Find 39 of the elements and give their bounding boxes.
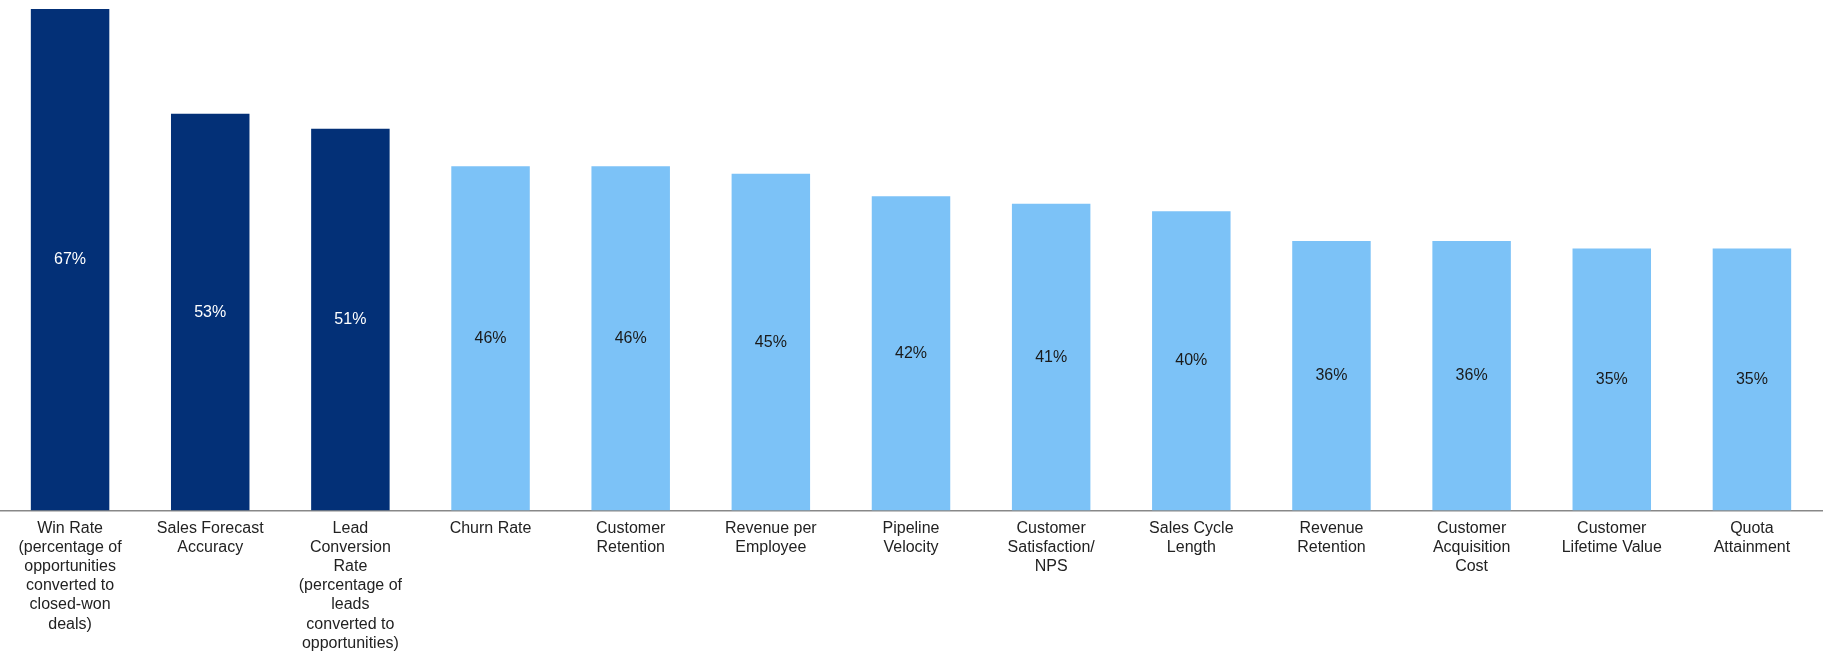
x-tick-label: Customer Lifetime Value bbox=[1561, 518, 1662, 555]
bar bbox=[1011, 203, 1091, 511]
data-label: 36% bbox=[1455, 366, 1488, 384]
bar bbox=[1572, 248, 1652, 511]
bar bbox=[451, 166, 530, 511]
data-label: 46% bbox=[474, 328, 507, 346]
data-label: 35% bbox=[1735, 369, 1768, 387]
bar bbox=[731, 173, 811, 511]
bar bbox=[1152, 211, 1231, 511]
bar bbox=[170, 113, 250, 511]
bar bbox=[1432, 241, 1511, 511]
x-tick-label: Quota Attainment bbox=[1713, 518, 1791, 555]
data-label: 42% bbox=[894, 343, 928, 361]
x-tick-label: Customer Retention bbox=[596, 518, 667, 555]
data-label: 46% bbox=[614, 328, 647, 346]
data-label: 45% bbox=[754, 332, 787, 350]
x-tick-label: Customer Satisfaction/ NPS bbox=[1007, 518, 1096, 575]
x-tick-label: Revenue per Employee bbox=[725, 518, 818, 555]
x-tick-label: Revenue Retention bbox=[1297, 518, 1366, 555]
x-tick-label: Lead Conversion Rate (percentage of leads converted to opportunities) bbox=[298, 518, 403, 651]
x-tick-label: Pipeline Velocity bbox=[882, 518, 940, 555]
x-tick-label: Sales Cycle Length bbox=[1149, 518, 1234, 555]
data-label: 53% bbox=[194, 302, 227, 320]
bar bbox=[311, 128, 390, 511]
bar bbox=[871, 196, 951, 511]
data-label: 51% bbox=[334, 310, 367, 328]
data-label: 36% bbox=[1315, 366, 1348, 384]
bar bbox=[1712, 248, 1792, 511]
x-tick-label: Win Rate (percentage of opportunities converted to closed-won deals) bbox=[18, 518, 123, 632]
data-label: 40% bbox=[1175, 351, 1208, 369]
x-tick-label: Customer Acquisition Cost bbox=[1432, 518, 1511, 575]
x-tick-label: Churn Rate bbox=[449, 518, 532, 536]
x-tick-label: Sales Forecast Accuracy bbox=[156, 518, 265, 555]
data-label: 41% bbox=[1035, 347, 1068, 365]
bar bbox=[591, 166, 670, 511]
data-label: 67% bbox=[54, 250, 87, 268]
data-label: 35% bbox=[1595, 369, 1628, 387]
bar bbox=[1292, 241, 1371, 511]
bar bbox=[30, 9, 110, 511]
